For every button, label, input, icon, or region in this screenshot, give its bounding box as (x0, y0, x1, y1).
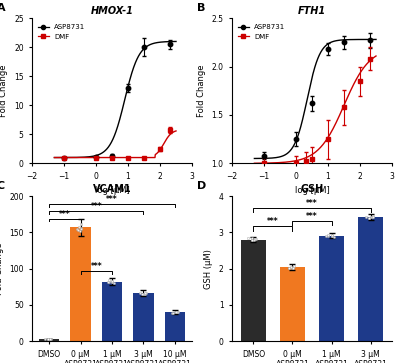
Point (245, 236, 252, 241)
Y-axis label: Fold Change: Fold Change (197, 65, 206, 117)
Point (370, 213, 376, 219)
Point (323, 233, 329, 239)
Point (290, 264, 296, 270)
Point (329, 233, 335, 239)
Y-axis label: Fold Change: Fold Change (0, 242, 4, 295)
Point (136, 290, 143, 296)
Point (249, 237, 255, 242)
Point (139, 291, 146, 297)
Bar (280, 267, 305, 341)
Point (45, 336, 52, 342)
Title: GSH: GSH (300, 184, 324, 194)
Point (110, 280, 117, 286)
Point (286, 265, 292, 271)
Point (252, 236, 259, 242)
Point (288, 264, 294, 269)
Text: ***: *** (267, 217, 279, 226)
Text: ***: *** (306, 199, 318, 208)
Point (170, 310, 176, 316)
Point (142, 290, 149, 295)
X-axis label: log [μM]: log [μM] (95, 186, 129, 195)
Point (362, 214, 369, 220)
Bar (39, 339, 60, 341)
Title: FTH1: FTH1 (298, 6, 326, 16)
Bar (133, 293, 154, 341)
Text: ***: *** (59, 209, 71, 219)
Point (330, 234, 337, 240)
Point (109, 278, 116, 284)
Point (289, 265, 295, 271)
Point (109, 279, 116, 285)
Point (141, 291, 147, 297)
Legend: ASP8731, DMF: ASP8731, DMF (36, 22, 88, 42)
Point (285, 265, 292, 270)
Point (74, 227, 81, 232)
Text: ***: *** (90, 202, 102, 211)
Y-axis label: GSH (μM): GSH (μM) (204, 249, 213, 289)
Text: ***: *** (90, 262, 102, 271)
Point (252, 236, 258, 242)
X-axis label: log [μM]: log [μM] (295, 186, 329, 195)
Point (174, 310, 180, 315)
Text: ***: *** (106, 195, 118, 204)
Text: A: A (0, 3, 6, 13)
Point (369, 215, 376, 220)
Point (325, 233, 331, 239)
Bar (319, 236, 344, 341)
Text: ***: *** (306, 212, 318, 221)
Point (42, 336, 48, 342)
Point (173, 309, 180, 315)
Point (106, 280, 112, 285)
Point (169, 310, 175, 315)
Point (78, 226, 84, 232)
Point (290, 265, 296, 270)
Point (325, 232, 331, 237)
Point (139, 291, 145, 297)
Point (109, 279, 116, 285)
Point (171, 309, 178, 315)
Point (45, 336, 52, 342)
Text: C: C (0, 181, 5, 191)
Text: D: D (197, 181, 206, 191)
Title: HMOX-1: HMOX-1 (90, 6, 134, 16)
Y-axis label: Fold Change: Fold Change (0, 65, 8, 117)
Point (48, 336, 54, 342)
Point (251, 237, 257, 242)
Bar (102, 282, 122, 341)
Point (104, 280, 111, 285)
Point (249, 237, 255, 242)
Point (46, 336, 53, 342)
Point (366, 216, 373, 221)
Bar (241, 240, 266, 341)
Point (290, 262, 297, 268)
Point (142, 291, 148, 297)
Text: B: B (197, 3, 205, 13)
Point (329, 233, 335, 239)
Point (78, 225, 84, 231)
Bar (358, 217, 383, 341)
Title: VCAM1: VCAM1 (93, 184, 131, 194)
Point (142, 290, 149, 296)
Point (174, 309, 181, 315)
Point (78, 221, 85, 227)
Point (366, 215, 372, 221)
Point (75, 227, 81, 233)
Point (370, 214, 376, 220)
Point (368, 215, 375, 220)
Point (249, 236, 255, 241)
Point (329, 232, 335, 238)
Point (47, 336, 54, 342)
Bar (164, 312, 185, 341)
Point (106, 277, 112, 283)
Point (77, 228, 83, 234)
Point (172, 309, 179, 315)
Legend: ASP8731, DMF: ASP8731, DMF (236, 22, 288, 42)
Point (45, 336, 52, 342)
Point (76, 224, 83, 229)
Bar (70, 227, 91, 341)
